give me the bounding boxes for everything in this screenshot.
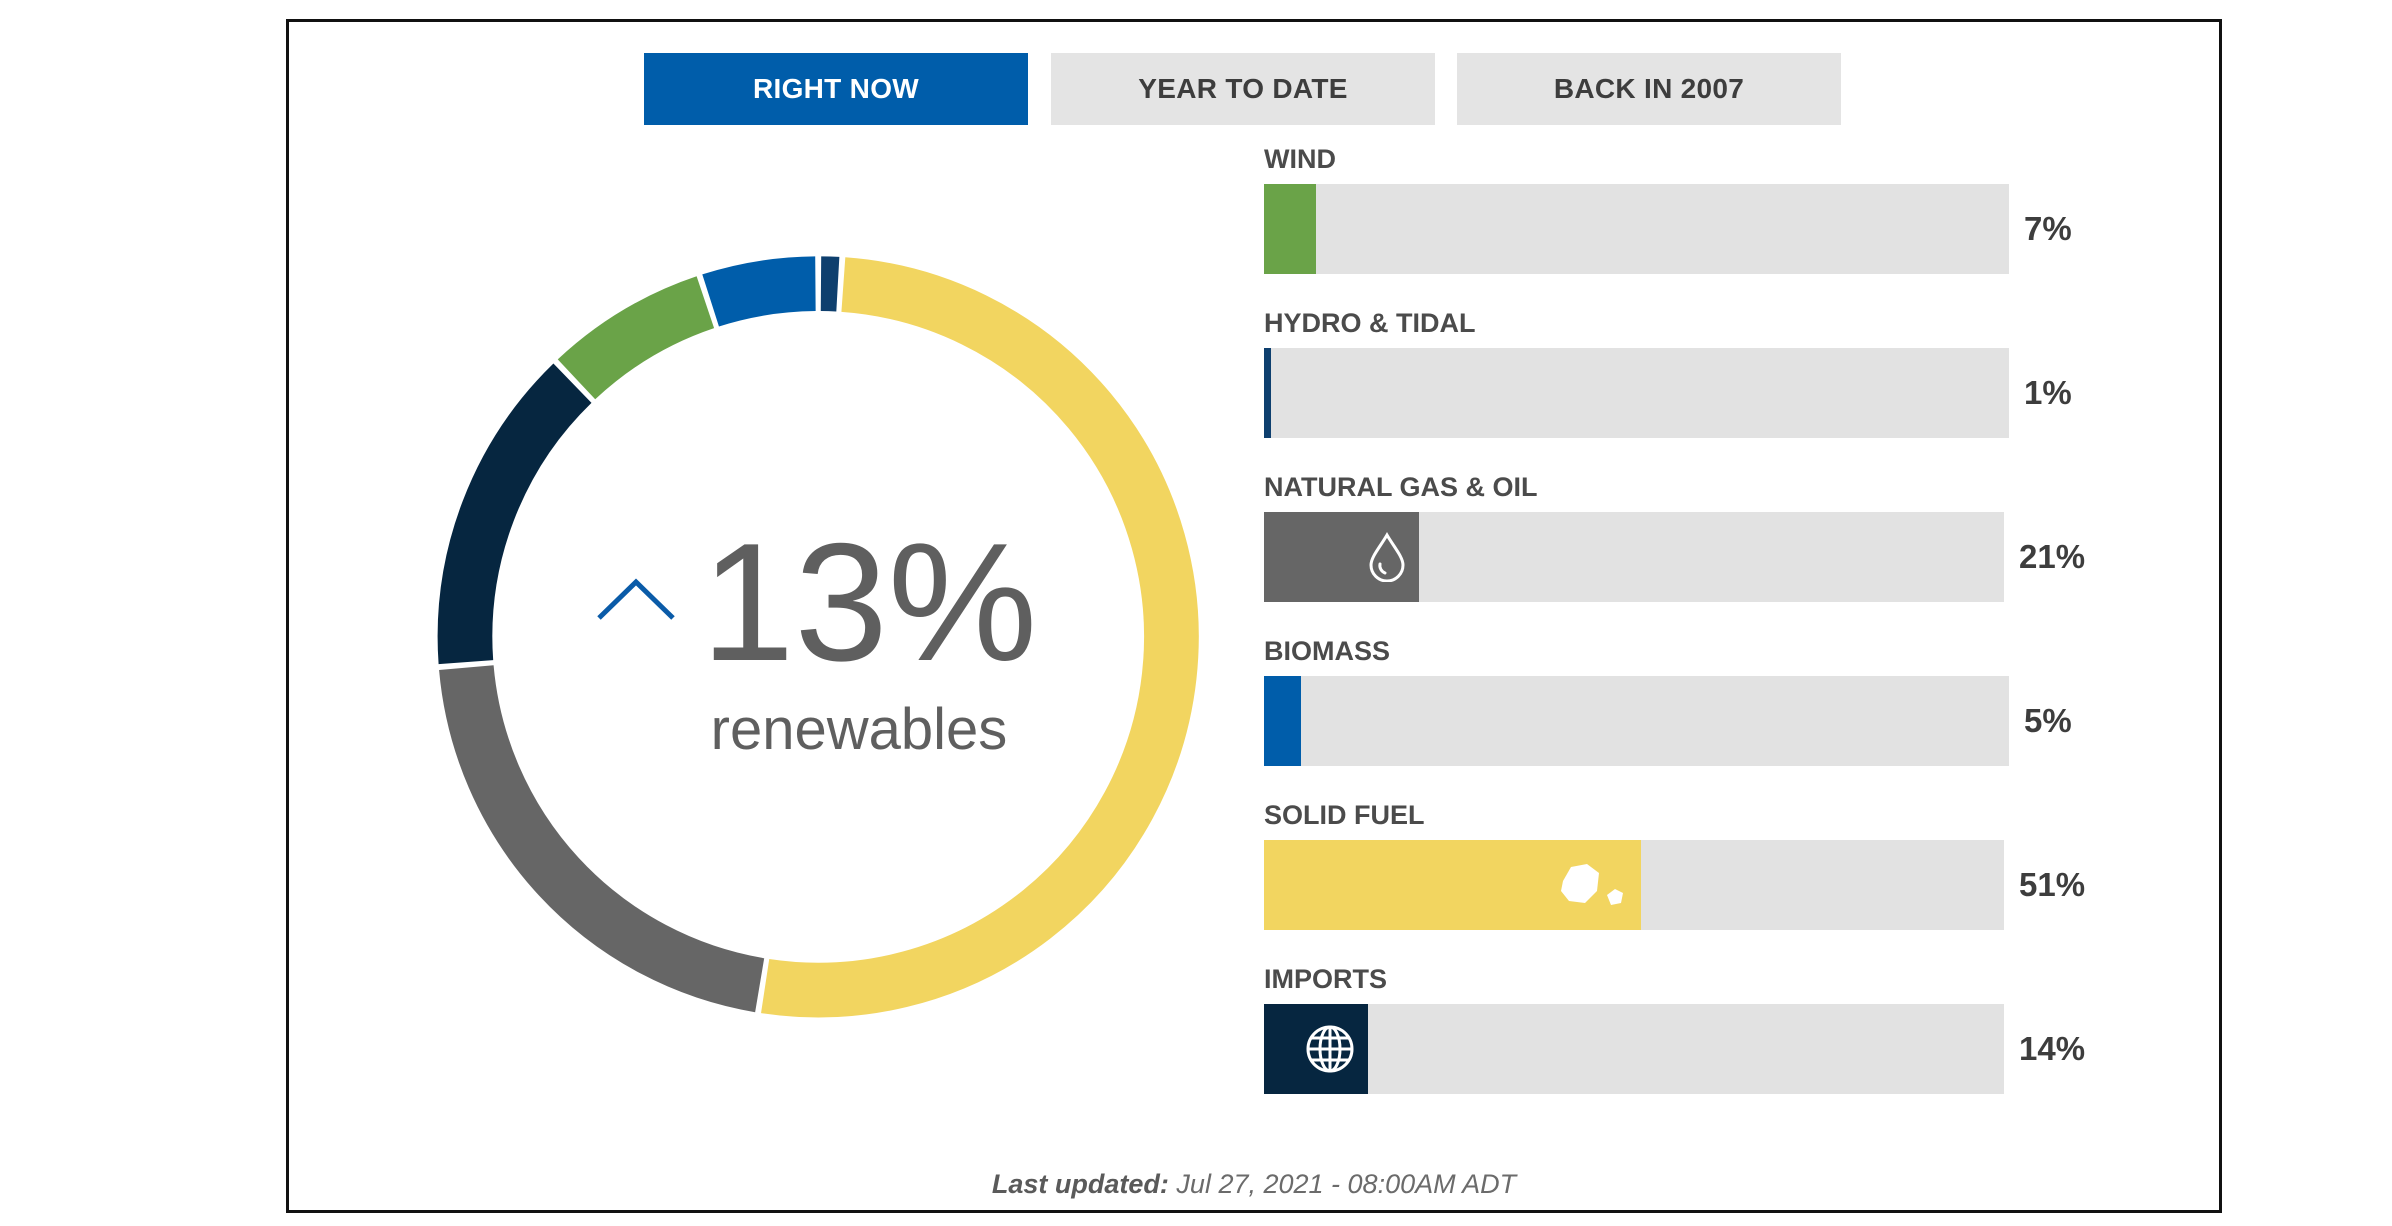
energy-mix-widget: RIGHT NOW YEAR TO DATE BACK IN 2007 13% … (286, 19, 2222, 1213)
coal-icon (1557, 861, 1629, 909)
chevron-up-icon (597, 578, 675, 620)
tab-back-in-2007[interactable]: BACK IN 2007 (1457, 53, 1841, 125)
droplet-icon (1367, 532, 1407, 583)
donut-slice-wind (557, 276, 715, 400)
bar-track (1264, 840, 2004, 930)
bar-fill-natural-gas-oil (1264, 512, 1419, 602)
source-row-solid-fuel: SOLID FUEL 51% (1264, 799, 2086, 949)
bar-fill-imports (1264, 1004, 1368, 1094)
bar-fill-wind (1264, 184, 1316, 274)
source-row-imports: IMPORTS 14% (1264, 963, 2086, 1113)
source-row-wind: WIND 7% (1264, 143, 2084, 293)
source-label: WIND (1264, 144, 1336, 174)
source-label: NATURAL GAS & OIL (1264, 472, 1538, 502)
last-updated-timestamp: Jul 27, 2021 - 08:00AM ADT (1176, 1169, 1517, 1199)
source-row-natural-gas-oil: NATURAL GAS & OIL 21% (1264, 471, 2086, 621)
source-row-biomass: BIOMASS 5% (1264, 635, 2084, 785)
bar-track (1264, 1004, 2004, 1094)
bar-fill-solid-fuel (1264, 840, 1641, 930)
source-row-hydro-tidal: HYDRO & TIDAL 1% (1264, 307, 2084, 457)
bar-fill-biomass (1264, 676, 1301, 766)
globe-icon (1304, 1023, 1356, 1075)
bar-track (1264, 184, 2009, 274)
tab-right-now[interactable]: RIGHT NOW (644, 53, 1028, 125)
source-label: SOLID FUEL (1264, 800, 1425, 830)
tab-year-to-date[interactable]: YEAR TO DATE (1051, 53, 1435, 125)
source-label: BIOMASS (1264, 636, 1391, 666)
source-percentage: 51% (2019, 866, 2086, 903)
renewables-percentage: 13% (701, 508, 1038, 696)
donut-slice-solid-fuel (761, 257, 1199, 1018)
source-label: IMPORTS (1264, 964, 1388, 994)
bar-track (1264, 348, 2009, 438)
renewables-caption: renewables (710, 697, 1008, 762)
bar-track (1264, 512, 2004, 602)
source-label: HYDRO & TIDAL (1264, 308, 1476, 338)
donut-slice-biomass (702, 256, 817, 327)
donut-slice-natural-gas-oil (439, 665, 765, 1013)
last-updated-label: Last updated: (991, 1169, 1169, 1199)
bar-track (1264, 676, 2009, 766)
donut-slice-hydro-tidal (820, 256, 840, 312)
source-percentage: 14% (2019, 1030, 2086, 1067)
energy-mix-donut-chart (437, 256, 1199, 1018)
last-updated: Last updated: Jul 27, 2021 - 08:00AM ADT (289, 1169, 2219, 1200)
source-percentage: 1% (2024, 374, 2072, 411)
source-percentage: 7% (2024, 210, 2072, 247)
source-percentage: 5% (2024, 702, 2072, 739)
source-percentage: 21% (2019, 538, 2086, 575)
donut-slice-imports (437, 363, 592, 665)
bar-fill-hydro-tidal (1264, 348, 1271, 438)
